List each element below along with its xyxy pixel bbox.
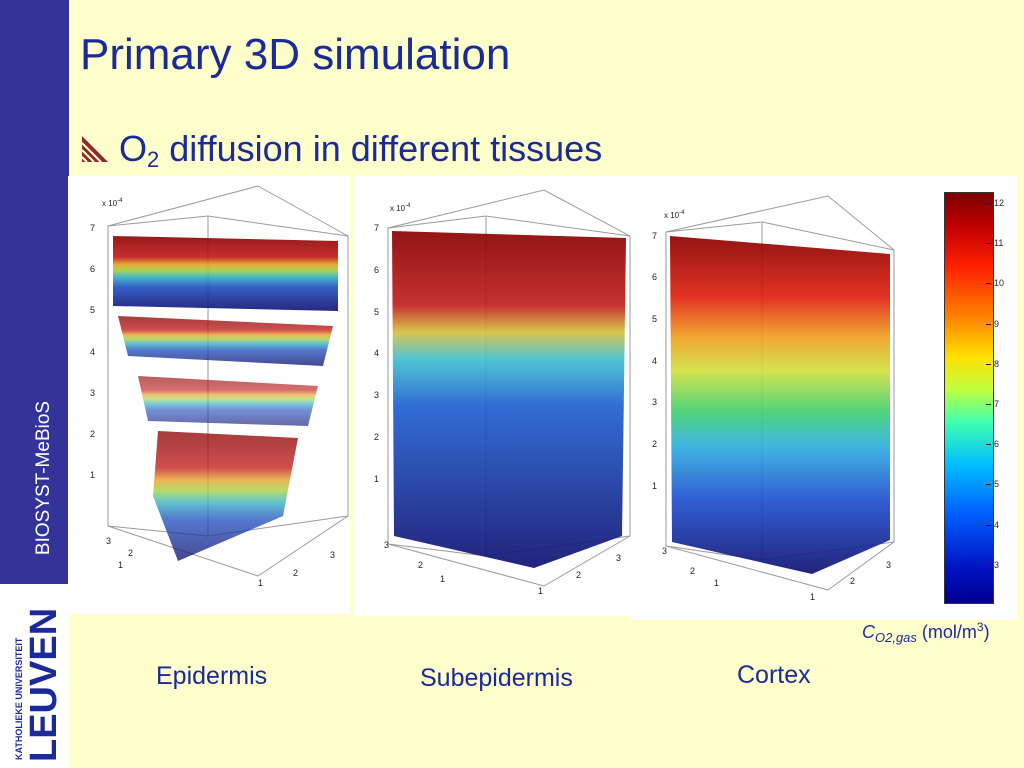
epidermis-panel: x 10-4 1 2 3 4 5 6 7 1 2 3 1 2 3 [68,176,350,614]
svg-text:LEUVEN: LEUVEN [23,608,65,762]
colorbar-tick: 12 [985,198,1005,209]
colorbar-tick: 10 [985,278,1005,289]
colorbar-tick: 3 [985,559,1000,570]
svg-text:2: 2 [90,429,95,439]
colorbar: 12 11 10 9 8 7 6 5 4 3 [944,192,1004,604]
sidebar-label: BIOSYST-MeBioS [33,400,54,556]
svg-text:7: 7 [374,223,379,233]
svg-text:3: 3 [616,553,621,563]
svg-text:1: 1 [714,578,719,588]
svg-text:1: 1 [440,574,445,584]
colorbar-tick: 4 [985,519,1000,530]
label-epidermis: Epidermis [156,662,268,690]
svg-text:1: 1 [810,592,815,602]
svg-text:6: 6 [374,265,379,275]
svg-text:4: 4 [652,356,657,366]
svg-text:x 10-4: x 10-4 [664,210,685,220]
svg-text:2: 2 [374,432,379,442]
colorbar-tick: 8 [985,358,1000,369]
slide-title: Primary 3D simulation [80,30,511,79]
svg-text:3: 3 [886,560,891,570]
svg-text:5: 5 [90,305,95,315]
colorbar-tick: 11 [985,238,1004,249]
bullet-icon [81,136,108,163]
colorbar-tick: 5 [985,479,1000,490]
svg-text:x 10-4: x 10-4 [390,203,411,213]
colorbar-tick: 6 [985,439,1000,450]
svg-text:6: 6 [90,264,95,274]
svg-text:3: 3 [330,550,335,560]
colorbar-gradient [944,192,994,604]
svg-text:2: 2 [576,570,581,580]
svg-text:2: 2 [128,548,133,558]
university-logo: KATHOLIEKE UNIVERSITEIT LEUVEN [0,584,69,768]
svg-text:3: 3 [374,390,379,400]
svg-text:3: 3 [652,397,657,407]
svg-text:3: 3 [90,388,95,398]
svg-text:x 10-4: x 10-4 [102,198,123,208]
svg-text:2: 2 [690,566,695,576]
svg-text:3: 3 [106,536,111,546]
svg-text:2: 2 [293,568,298,578]
subtitle-bullet: O2 diffusion in different tissues [119,128,603,172]
svg-text:1: 1 [258,578,263,588]
subepidermis-panel: x 10-4 1 2 3 4 5 6 7 1 2 3 1 2 3 [354,176,638,616]
svg-text:5: 5 [652,314,657,324]
svg-text:1: 1 [118,560,123,570]
label-cortex: Cortex [737,661,811,689]
svg-text:1: 1 [374,474,379,484]
svg-text:3: 3 [384,540,389,550]
svg-text:1: 1 [538,586,543,596]
svg-text:KATHOLIEKE UNIVERSITEIT: KATHOLIEKE UNIVERSITEIT [14,637,24,760]
svg-text:4: 4 [90,347,95,357]
svg-text:2: 2 [850,576,855,586]
svg-text:3: 3 [662,546,667,556]
svg-text:7: 7 [652,231,657,241]
colorbar-unit: CO2,gas (mol/m3) [862,620,990,645]
colorbar-tick: 9 [985,318,1000,329]
svg-text:1: 1 [652,481,657,491]
svg-text:2: 2 [652,439,657,449]
svg-text:5: 5 [374,307,379,317]
colorbar-tick: 7 [985,399,1000,410]
svg-text:6: 6 [652,272,657,282]
svg-text:2: 2 [418,560,423,570]
label-subepidermis: Subepidermis [420,664,573,692]
svg-text:7: 7 [90,223,95,233]
svg-text:1: 1 [90,470,95,480]
svg-text:4: 4 [374,348,379,358]
